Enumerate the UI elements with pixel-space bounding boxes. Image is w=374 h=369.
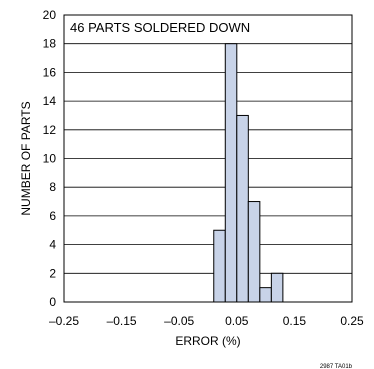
histogram-bar: [247, 201, 261, 303]
y-tick-label: 14: [43, 94, 57, 108]
histogram-bar: [236, 114, 249, 303]
x-tick-label: –0.25: [49, 314, 79, 328]
histogram-bars: [213, 43, 284, 303]
y-tick-label: 2: [49, 266, 56, 280]
x-tick-label: 0.25: [340, 314, 364, 328]
y-tick-label: 10: [43, 152, 57, 166]
gridlines: [64, 43, 352, 274]
y-tick-label: 4: [49, 238, 56, 252]
x-tick-labels: –0.25 –0.15 –0.05 0.05 0.15 0.25: [49, 314, 364, 328]
y-tick-label: 16: [43, 65, 57, 79]
y-tick-labels: 0 2 4 6 8 10 12 14 16 18 20: [43, 8, 57, 309]
annotation-text: 46 PARTS SOLDERED DOWN: [70, 20, 250, 35]
x-tick-label: 0.05: [225, 314, 249, 328]
y-tick-label: 20: [43, 8, 57, 22]
y-tick-label: 6: [49, 209, 56, 223]
y-tick-label: 12: [43, 123, 57, 137]
x-tick-label: –0.05: [164, 314, 194, 328]
y-tick-label: 0: [49, 295, 56, 309]
y-axis-label: NUMBER OF PARTS: [19, 101, 33, 215]
x-tick-label: 0.15: [283, 314, 307, 328]
histogram-bar: [213, 229, 226, 303]
plot-frame: [63, 14, 353, 303]
y-tick-label: 18: [43, 37, 57, 51]
figure-id: 2987 TA01b: [320, 364, 353, 369]
histogram-bar: [259, 287, 272, 303]
x-tick-label: –0.15: [107, 314, 137, 328]
histogram-bar: [270, 272, 284, 303]
x-axis-label: ERROR (%): [175, 334, 240, 348]
y-tick-label: 8: [49, 180, 56, 194]
histogram-bar: [224, 43, 238, 303]
